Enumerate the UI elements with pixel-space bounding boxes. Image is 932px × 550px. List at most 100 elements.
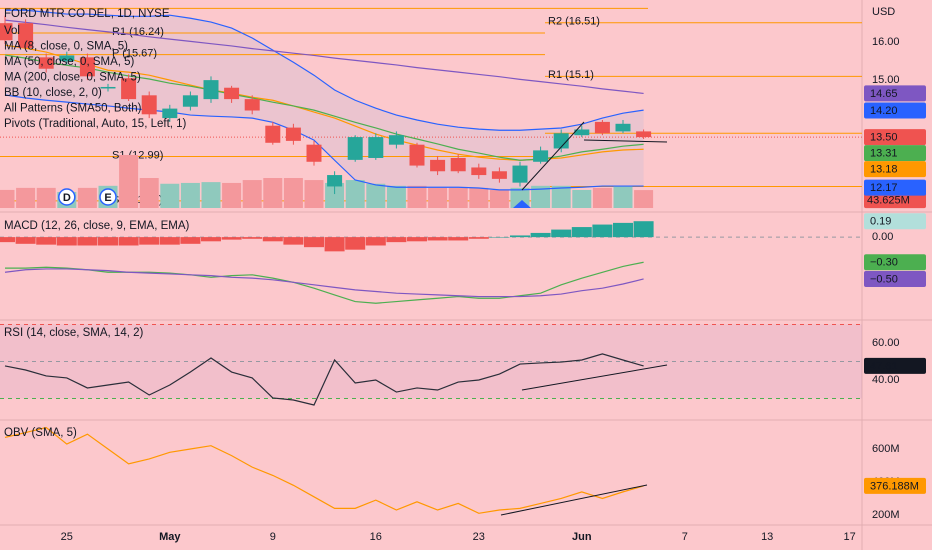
event-marker xyxy=(99,188,117,206)
x-tick-label: Jun xyxy=(572,531,592,543)
volume-bar xyxy=(77,187,97,208)
event-marker-label: E xyxy=(104,192,111,204)
y-tick-label: 60.00 xyxy=(872,337,900,349)
candle-body xyxy=(0,23,13,41)
candle-body xyxy=(265,125,281,143)
trend-line xyxy=(583,139,668,143)
indicator-line xyxy=(4,426,644,514)
volume-bar xyxy=(572,189,592,208)
histogram-bar xyxy=(324,237,345,252)
candle-body xyxy=(450,157,466,172)
candle-body xyxy=(79,57,95,77)
volume-bar xyxy=(386,185,406,208)
histogram-bar xyxy=(345,237,366,250)
x-tick-label: May xyxy=(159,531,181,543)
x-tick-label: 25 xyxy=(61,531,73,543)
histogram-bar xyxy=(98,237,118,246)
candle-body xyxy=(162,108,178,119)
candle-body xyxy=(388,135,404,145)
pivot-label: R2 (16.51) xyxy=(548,16,600,28)
volume-bar xyxy=(119,155,139,208)
x-tick-label: 9 xyxy=(270,531,276,543)
candle-body xyxy=(615,123,631,132)
price-badge-label: 47.61 xyxy=(870,360,898,372)
candle-body xyxy=(430,159,446,172)
candle-body xyxy=(574,129,590,136)
x-tick-label: 16 xyxy=(370,531,382,543)
candle-body xyxy=(100,86,116,89)
histogram-bar xyxy=(262,237,283,242)
candle-body xyxy=(306,144,322,162)
histogram-bar xyxy=(242,237,263,239)
y-tick-label: 16.00 xyxy=(872,36,900,48)
price-badge-label: 13.18 xyxy=(870,163,898,175)
x-tick-label: 13 xyxy=(761,531,773,543)
volume-bar xyxy=(242,180,262,208)
histogram-bar xyxy=(530,232,551,238)
event-marker-label: D xyxy=(63,192,71,204)
volume-bar xyxy=(160,183,180,208)
histogram-bar xyxy=(551,229,572,238)
volume-bar xyxy=(592,187,612,208)
histogram-bar xyxy=(510,235,530,238)
volume-bar xyxy=(613,185,633,208)
volume-bar xyxy=(222,182,242,208)
volume-bar xyxy=(283,178,303,208)
x-tick-label: 17 xyxy=(843,531,855,543)
event-marker xyxy=(58,188,76,206)
volume-bar xyxy=(325,182,345,208)
volume-bar xyxy=(489,189,509,208)
pivot-label: R1 (15.1) xyxy=(548,69,594,81)
currency-label: USD xyxy=(872,6,895,18)
histogram-bar xyxy=(365,237,386,246)
volume-bar xyxy=(304,180,324,208)
volume-bar xyxy=(36,187,56,208)
volume-bar xyxy=(366,183,386,208)
candle-body xyxy=(491,171,507,179)
candle-body xyxy=(409,144,425,166)
candle-body xyxy=(59,55,75,62)
volume-bar xyxy=(531,185,551,208)
price-badge xyxy=(864,357,926,374)
price-badge xyxy=(864,145,926,162)
pivot-label: R1 (16.24) xyxy=(112,26,164,38)
indicator-title: MACD (12, 26, close, 9, EMA, EMA) xyxy=(4,220,190,232)
indicator-line xyxy=(5,261,644,304)
volume-badge-label: 43.625M xyxy=(867,194,910,206)
band-fill xyxy=(5,10,644,190)
y-tick-label: 600M xyxy=(872,443,900,455)
band-fill xyxy=(0,324,862,399)
histogram-bar xyxy=(0,237,15,243)
histogram-bar xyxy=(468,237,489,239)
candle-body xyxy=(244,99,260,111)
volume-bar xyxy=(551,185,571,208)
x-tick-label: 23 xyxy=(473,531,485,543)
candle-body xyxy=(347,137,363,160)
price-badge xyxy=(864,254,926,271)
price-badge-label: 12.17 xyxy=(870,182,898,194)
volume-bar xyxy=(448,187,468,208)
volume-bar xyxy=(634,190,654,208)
y-tick-label: 200M xyxy=(872,509,900,521)
y-tick-label: 0.00 xyxy=(872,231,893,243)
histogram-bar xyxy=(77,237,98,246)
histogram-bar xyxy=(407,237,427,242)
price-badge xyxy=(864,129,926,146)
volume-bar xyxy=(407,185,427,208)
volume-bar xyxy=(428,187,448,208)
histogram-bar xyxy=(221,237,242,240)
candle-body xyxy=(18,23,34,48)
price-badge-label: 13.50 xyxy=(870,131,898,143)
trend-line xyxy=(521,364,668,391)
price-badge-label: 14.65 xyxy=(870,88,898,100)
candle-body xyxy=(38,57,54,69)
histogram-bar xyxy=(118,237,139,246)
legend-entry: MA (8, close, 0, SMA, 5) xyxy=(4,41,128,53)
candle-body xyxy=(327,175,343,187)
volume-bar xyxy=(345,180,365,208)
price-badge-label: −0.50 xyxy=(870,273,898,285)
histogram-bar xyxy=(386,237,407,243)
volume-bar xyxy=(469,187,489,208)
price-badge-label: −0.30 xyxy=(870,257,898,269)
histogram-bar xyxy=(633,221,654,238)
